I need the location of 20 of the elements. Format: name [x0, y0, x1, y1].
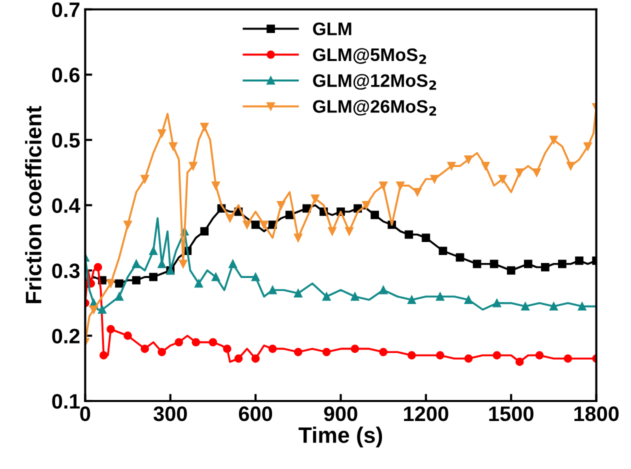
- y-axis-title: Friction coefficient: [25, 106, 42, 304]
- x-tick-label: 600: [238, 406, 272, 422]
- x-axis-title: Time (s): [298, 426, 382, 448]
- x-tick-label: 300: [153, 406, 187, 422]
- y-tick-label: 0.7: [52, 2, 80, 18]
- x-tick-label: 900: [324, 406, 358, 422]
- legend-label: GLM@26MoS$_{2}$: [313, 100, 436, 116]
- legend-label: GLM: [313, 22, 352, 36]
- legend-label: GLM@5MoS$_{2}$: [313, 48, 426, 64]
- legend-label: GLM@12MoS$_{2}$: [313, 74, 436, 90]
- y-tick-label: 0.6: [52, 68, 80, 82]
- x-tick-label: 1800: [574, 406, 619, 422]
- x-tick-label: 0: [80, 406, 90, 422]
- y-tick-label: 0.5: [52, 132, 80, 148]
- x-tick-label: 1500: [489, 406, 534, 422]
- y-tick-label: 0.1: [52, 394, 80, 409]
- y-tick-label: 0.3: [52, 263, 80, 278]
- y-tick-label: 0.4: [52, 198, 80, 213]
- y-tick-label: 0.2: [52, 328, 80, 344]
- x-tick-label: 1200: [404, 406, 448, 422]
